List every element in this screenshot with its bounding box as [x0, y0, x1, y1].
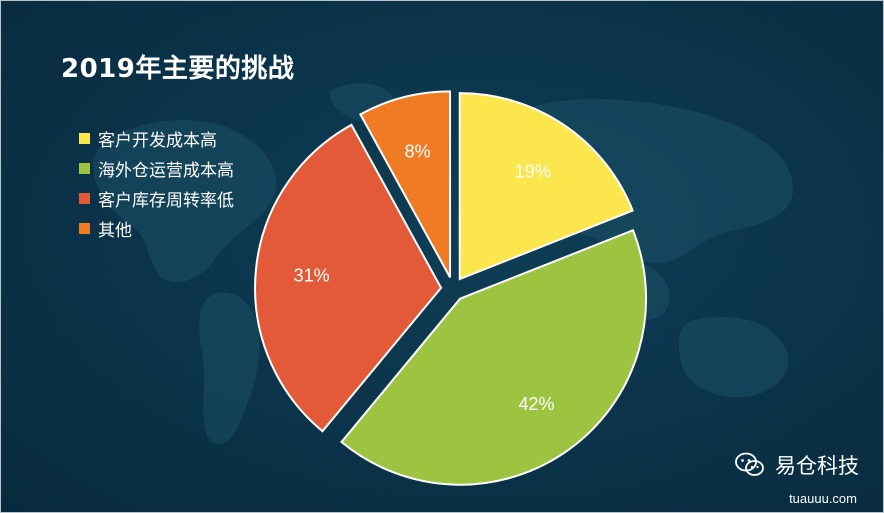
legend-label: 其他	[98, 220, 132, 241]
legend-entry: 其他	[79, 213, 234, 243]
pie-slice	[340, 228, 648, 486]
legend-entry: 海外仓运营成本高	[79, 153, 234, 183]
chart-legend: 客户开发成本高 海外仓运营成本高 客户库存周转率低 其他	[79, 123, 234, 243]
pie-slice	[458, 92, 634, 281]
legend-label: 海外仓运营成本高	[98, 160, 234, 181]
legend-label: 客户开发成本高	[98, 130, 217, 151]
legend-label: 客户库存周转率低	[98, 190, 234, 211]
brand-name: 易仓科技	[775, 454, 859, 478]
legend-swatch	[79, 222, 90, 234]
site-watermark: tuauuu.com	[789, 491, 857, 506]
legend-swatch	[79, 162, 90, 174]
pie-slice	[254, 123, 443, 433]
legend-entry: 客户库存周转率低	[79, 183, 234, 213]
slice-label: 42%	[518, 394, 554, 414]
slice-label: 31%	[294, 266, 330, 286]
pie-slice	[359, 90, 452, 278]
slice-label: 19%	[515, 162, 551, 182]
brand-watermark: 易仓科技	[735, 450, 859, 480]
slice-label: 8%	[405, 141, 431, 161]
legend-swatch	[79, 192, 90, 204]
legend-swatch	[79, 132, 90, 144]
wechat-icon	[735, 452, 764, 476]
legend-entry: 客户开发成本高	[79, 123, 234, 153]
chart-title: 2019年主要的挑战	[61, 54, 295, 84]
